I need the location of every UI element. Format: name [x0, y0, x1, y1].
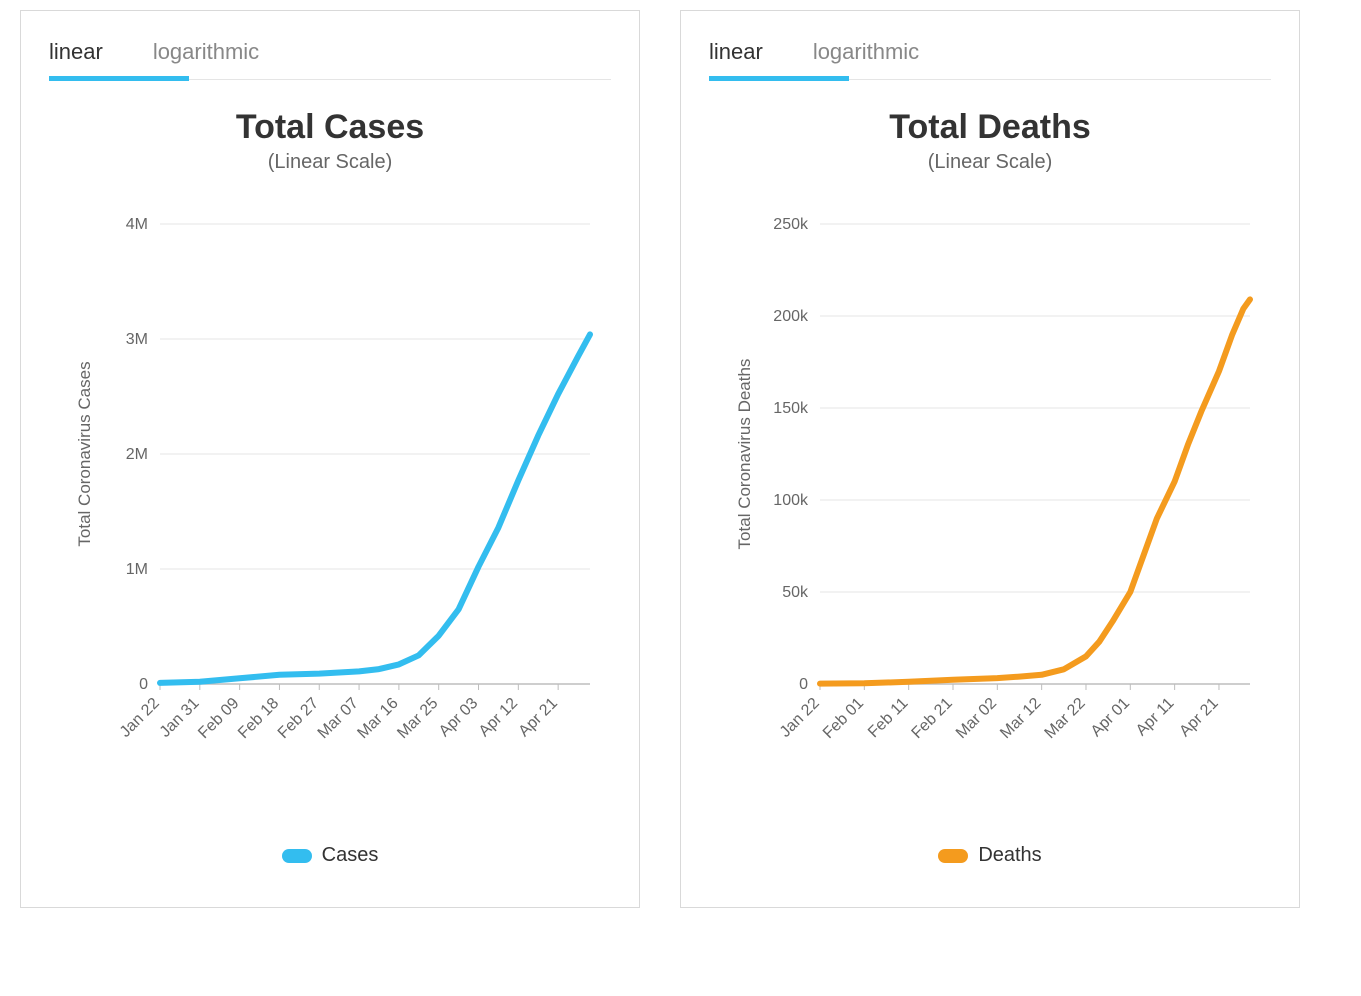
- xtick-label: Jan 22: [117, 695, 163, 741]
- xtick-label: Jan 22: [777, 695, 823, 741]
- chart-svg: 01M2M3M4MJan 22Jan 31Feb 09Feb 18Feb 27M…: [50, 184, 610, 824]
- tab-underline: [709, 76, 849, 81]
- chart-title: Total Deaths: [709, 108, 1271, 147]
- xtick-label: Mar 22: [1042, 695, 1089, 742]
- xtick-label: Feb 11: [865, 695, 911, 741]
- xtick-label: Apr 12: [476, 695, 521, 740]
- chart-area: 0 50k 100k 150k 200k 250k Jan 22Feb 01Feb 11Fe…: [709, 184, 1271, 824]
- xtick-label: Feb 01: [820, 695, 867, 742]
- chart-title: Total Cases: [49, 108, 611, 147]
- chart-subtitle: (Linear Scale): [709, 151, 1271, 174]
- chart-panel: linear logarithmic Total Cases (Linear Scal…: [20, 10, 640, 908]
- legend-swatch: [282, 849, 312, 863]
- xtick-label: Apr 01: [1088, 695, 1133, 740]
- ytick-label: 2M: [126, 446, 148, 463]
- ytick-label: 250k: [773, 216, 809, 233]
- chart-panel: linear logarithmic Total Deaths (Linear Sca…: [680, 10, 1300, 908]
- legend-label: Deaths: [978, 844, 1041, 867]
- legend[interactable]: Cases: [49, 844, 611, 867]
- ytick-label: 100k: [773, 492, 809, 509]
- series-line: [820, 299, 1250, 683]
- xtick-label: Feb 27: [275, 695, 322, 742]
- xtick-label: Feb 21: [909, 695, 956, 742]
- chart-svg: 0 50k 100k 150k 200k 250k Jan 22Feb 01Feb 11Fe…: [710, 184, 1270, 824]
- xtick-label: Feb 09: [195, 695, 242, 742]
- tab-underline: [49, 76, 189, 81]
- xtick-label: Mar 07: [315, 695, 362, 742]
- chart-subtitle: (Linear Scale): [49, 151, 611, 174]
- y-axis-title: Total Coronavirus Deaths: [735, 359, 754, 550]
- tabs: linear logarithmic: [49, 35, 611, 80]
- ytick-label: 0: [139, 676, 148, 693]
- xtick-label: Apr 21: [1176, 695, 1221, 740]
- xtick-label: Mar 25: [394, 695, 441, 742]
- ytick-label: 50k: [782, 584, 809, 601]
- legend-swatch: [938, 849, 968, 863]
- ytick-label: 4M: [126, 216, 148, 233]
- ytick-label: 200k: [773, 308, 809, 325]
- y-axis-title: Total Coronavirus Cases: [75, 361, 94, 546]
- tab-linear[interactable]: linear: [709, 35, 763, 79]
- xtick-label: Apr 03: [436, 695, 481, 740]
- chart-area: 01M2M3M4MJan 22Jan 31Feb 09Feb 18Feb 27M…: [49, 184, 611, 824]
- legend-label: Cases: [322, 844, 379, 867]
- xtick-label: Jan 31: [157, 695, 203, 741]
- legend[interactable]: Deaths: [709, 844, 1271, 867]
- xtick-label: Apr 21: [516, 695, 561, 740]
- xtick-label: Mar 12: [997, 695, 1044, 742]
- xtick-label: Feb 18: [235, 695, 282, 742]
- tab-linear[interactable]: linear: [49, 35, 103, 79]
- xtick-label: Mar 02: [953, 695, 1000, 742]
- xtick-label: Mar 16: [354, 695, 401, 742]
- tab-logarithmic[interactable]: logarithmic: [153, 35, 259, 79]
- xtick-label: Apr 11: [1133, 695, 1178, 740]
- tabs: linear logarithmic: [709, 35, 1271, 80]
- ytick-label: 3M: [126, 331, 148, 348]
- ytick-label: 1M: [126, 561, 148, 578]
- ytick-label: 0: [799, 676, 808, 693]
- ytick-label: 150k: [773, 400, 809, 417]
- series-line: [160, 334, 590, 683]
- tab-logarithmic[interactable]: logarithmic: [813, 35, 919, 79]
